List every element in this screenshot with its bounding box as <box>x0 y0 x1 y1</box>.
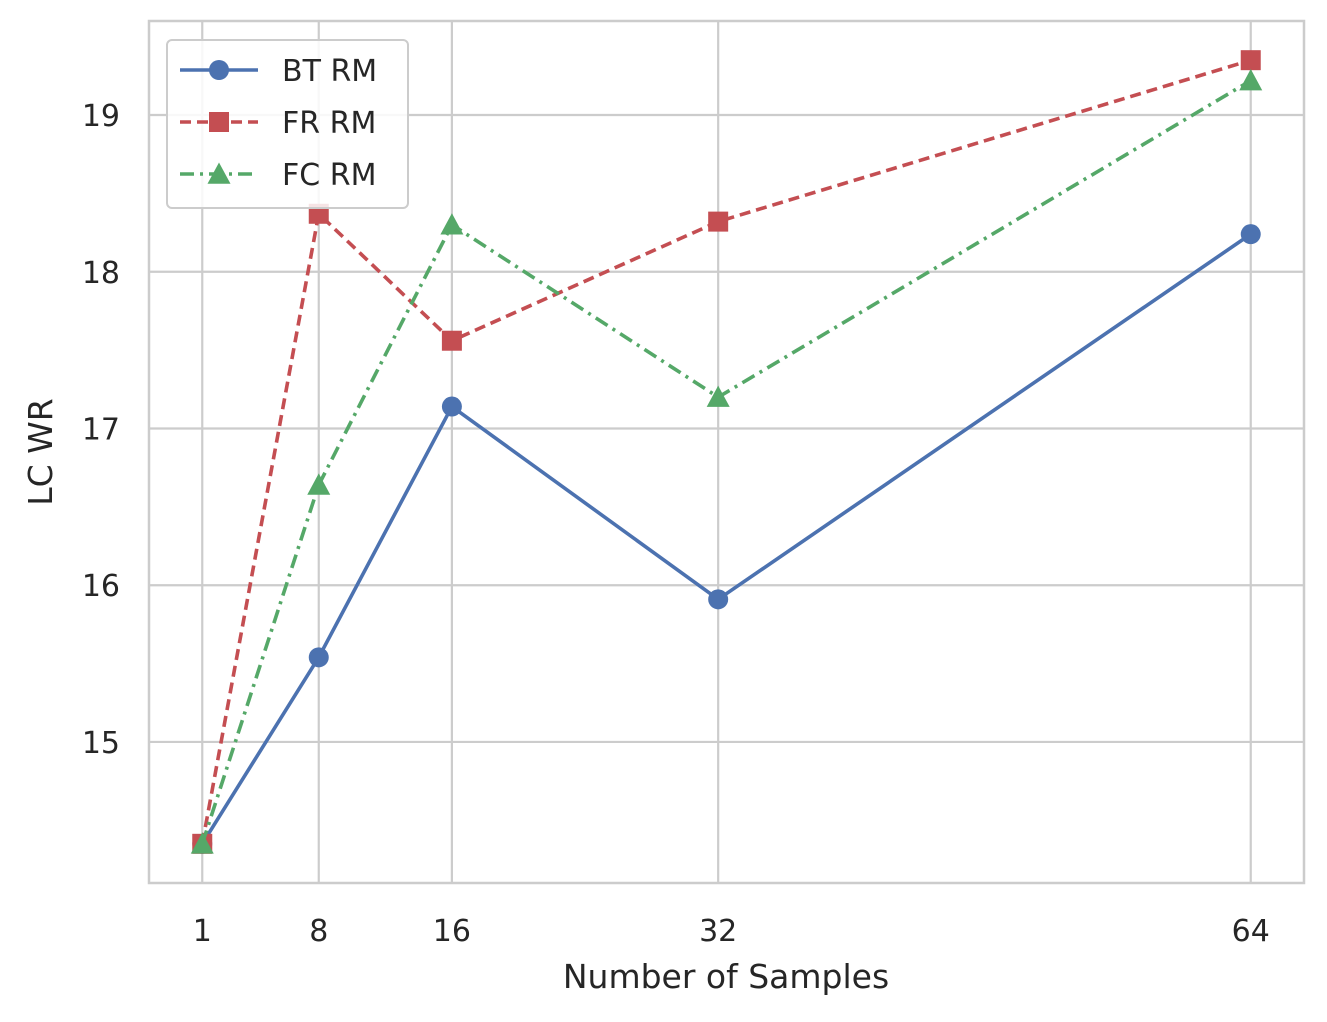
x-tick-labels: 1 8 16 32 64 <box>193 914 1270 949</box>
y-tick-label: 16 <box>82 569 120 604</box>
y-tick-label: 19 <box>82 99 120 134</box>
y-tick-label: 17 <box>82 412 120 447</box>
legend-label: FR RM <box>282 106 376 141</box>
data-point <box>307 473 331 495</box>
x-tick-label: 1 <box>193 914 212 949</box>
legend-item: FC RM <box>180 158 376 193</box>
legend-marker <box>209 112 229 132</box>
legend-marker <box>209 60 229 80</box>
x-tick-label: 8 <box>309 914 328 949</box>
y-tick-label: 15 <box>82 726 120 761</box>
data-point <box>308 647 329 668</box>
data-point <box>440 213 464 235</box>
series-layer <box>190 50 1263 854</box>
data-point <box>441 396 462 417</box>
legend-marker <box>207 162 231 184</box>
x-tick-label: 16 <box>433 914 471 949</box>
legend-label: FC RM <box>282 158 376 193</box>
legend-box <box>166 39 409 209</box>
y-axis-label: LC WR <box>21 398 60 505</box>
x-tick-label: 32 <box>699 914 737 949</box>
data-point <box>1240 50 1261 71</box>
data-point <box>1239 69 1263 91</box>
data-point <box>441 330 462 351</box>
grid-lines <box>149 21 1304 883</box>
data-point <box>708 211 729 232</box>
series-fc-rm <box>190 69 1263 854</box>
y-tick-labels: 15 16 17 18 19 <box>82 99 120 761</box>
data-point <box>190 832 214 854</box>
data-point <box>1240 224 1261 245</box>
legend-item: BT RM <box>180 54 377 89</box>
legend-label: BT RM <box>282 54 377 89</box>
legend: BT RM FR RM FC RM <box>166 39 409 209</box>
plot-frame <box>147 19 1306 885</box>
y-tick-label: 18 <box>82 256 120 291</box>
data-point <box>708 589 729 610</box>
x-axis-label: Number of Samples <box>563 957 889 996</box>
x-tick-label: 64 <box>1232 914 1270 949</box>
legend-item: FR RM <box>180 106 376 141</box>
data-point <box>706 385 730 407</box>
